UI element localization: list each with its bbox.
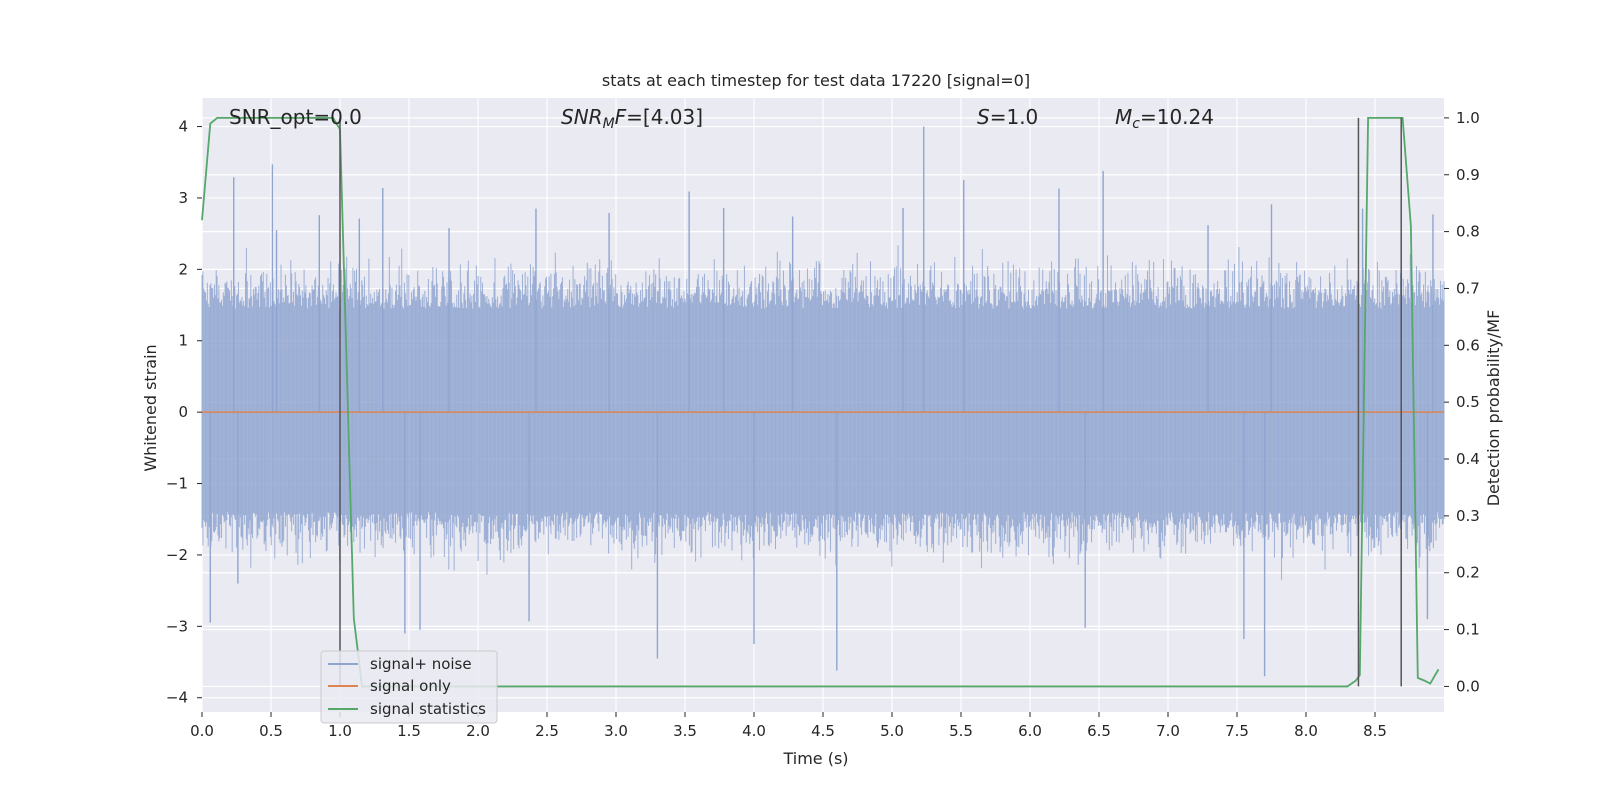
y-tick-label: 1 xyxy=(178,332,188,350)
y-axis: 4 3 2 1 0 −1 −2 −3 −4 xyxy=(166,118,202,707)
y2-tick-label: 0.1 xyxy=(1456,621,1480,639)
legend-box xyxy=(320,650,498,724)
y2-tick-label: 0.6 xyxy=(1456,336,1480,354)
y2-tick-label: 0.0 xyxy=(1456,677,1480,695)
x-tick-label: 8.0 xyxy=(1294,722,1318,740)
annotations: SNR_opt=0.0 SNRMF=[4.03] S=1.0 Mc=10.24 xyxy=(229,105,1214,132)
x-tick-label: 3.0 xyxy=(604,722,628,740)
y-axis-label: Whitened strain xyxy=(141,344,160,471)
plot-area xyxy=(201,98,1445,712)
x-tick-label: 0.5 xyxy=(259,722,283,740)
annotation-snr-opt: SNR_opt=0.0 xyxy=(229,105,362,129)
y-tick-label: −2 xyxy=(166,546,188,564)
y-tick-label: −1 xyxy=(166,475,188,493)
y2-tick-label: 0.7 xyxy=(1456,279,1480,297)
annotation-mc: Mc=10.24 xyxy=(1115,105,1214,132)
y-tick-label: −4 xyxy=(166,689,188,707)
legend-label-signal-statistics: signal statistics xyxy=(370,700,486,718)
line-series xyxy=(201,116,1444,688)
y-tick-label: 0 xyxy=(178,403,188,421)
x-tick-label: 1.0 xyxy=(328,722,352,740)
x-tick-label: 4.0 xyxy=(742,722,766,740)
x-tick-label: 0.0 xyxy=(190,722,214,740)
x-axis-label: Time (s) xyxy=(782,749,848,768)
x-tick-label: 6.0 xyxy=(1018,722,1042,740)
signal-statistics-line xyxy=(201,116,1440,688)
vertical-markers xyxy=(339,117,1402,687)
x-tick-label: 1.5 xyxy=(397,722,421,740)
annotation-snr-mf: SNRMF=[4.03] xyxy=(561,105,703,132)
signal-noise-series xyxy=(201,126,1445,677)
x-tick-label: 4.5 xyxy=(811,722,835,740)
y-tick-label: 2 xyxy=(178,260,188,278)
y-tick-label: 4 xyxy=(178,118,188,136)
x-tick-label: 6.5 xyxy=(1087,722,1111,740)
x-tick-label: 7.0 xyxy=(1156,722,1180,740)
chart-title: stats at each timestep for test data 172… xyxy=(602,71,1030,90)
x-tick-label: 5.0 xyxy=(880,722,904,740)
legend: signal+ noise signal only signal statist… xyxy=(320,650,498,724)
x-tick-label: 7.5 xyxy=(1225,722,1249,740)
x-tick-label: 2.5 xyxy=(535,722,559,740)
y2-tick-label: 0.2 xyxy=(1456,564,1480,582)
x-tick-label: 8.5 xyxy=(1363,722,1387,740)
y2-tick-label: 0.9 xyxy=(1456,166,1480,184)
y2-tick-label: 0.5 xyxy=(1456,393,1480,411)
legend-label-signal-only: signal only xyxy=(370,677,451,695)
y2-tick-label: 1.0 xyxy=(1456,109,1480,127)
y2-tick-label: 0.3 xyxy=(1456,507,1480,525)
y-tick-label: −3 xyxy=(166,617,188,635)
y2-axis-label: Detection probability/MF xyxy=(1484,310,1503,507)
y2-axis: 1.0 0.9 0.8 0.7 0.6 0.5 0.4 0.3 0.2 0.1 0.0 xyxy=(1444,109,1480,695)
x-tick-label: 2.0 xyxy=(466,722,490,740)
x-axis: 0.0 0.5 1.0 1.5 2.0 2.5 3.0 3.5 4.0 4.5 5.0 5.5 6.0 6… xyxy=(190,712,1387,740)
y2-tick-label: 0.8 xyxy=(1456,223,1480,241)
x-tick-label: 5.5 xyxy=(949,722,973,740)
y2-tick-label: 0.4 xyxy=(1456,450,1480,468)
annotation-s: S=1.0 xyxy=(977,105,1038,129)
x-tick-label: 3.5 xyxy=(673,722,697,740)
legend-label-signal-noise: signal+ noise xyxy=(370,655,472,673)
y-tick-label: 3 xyxy=(178,189,188,207)
